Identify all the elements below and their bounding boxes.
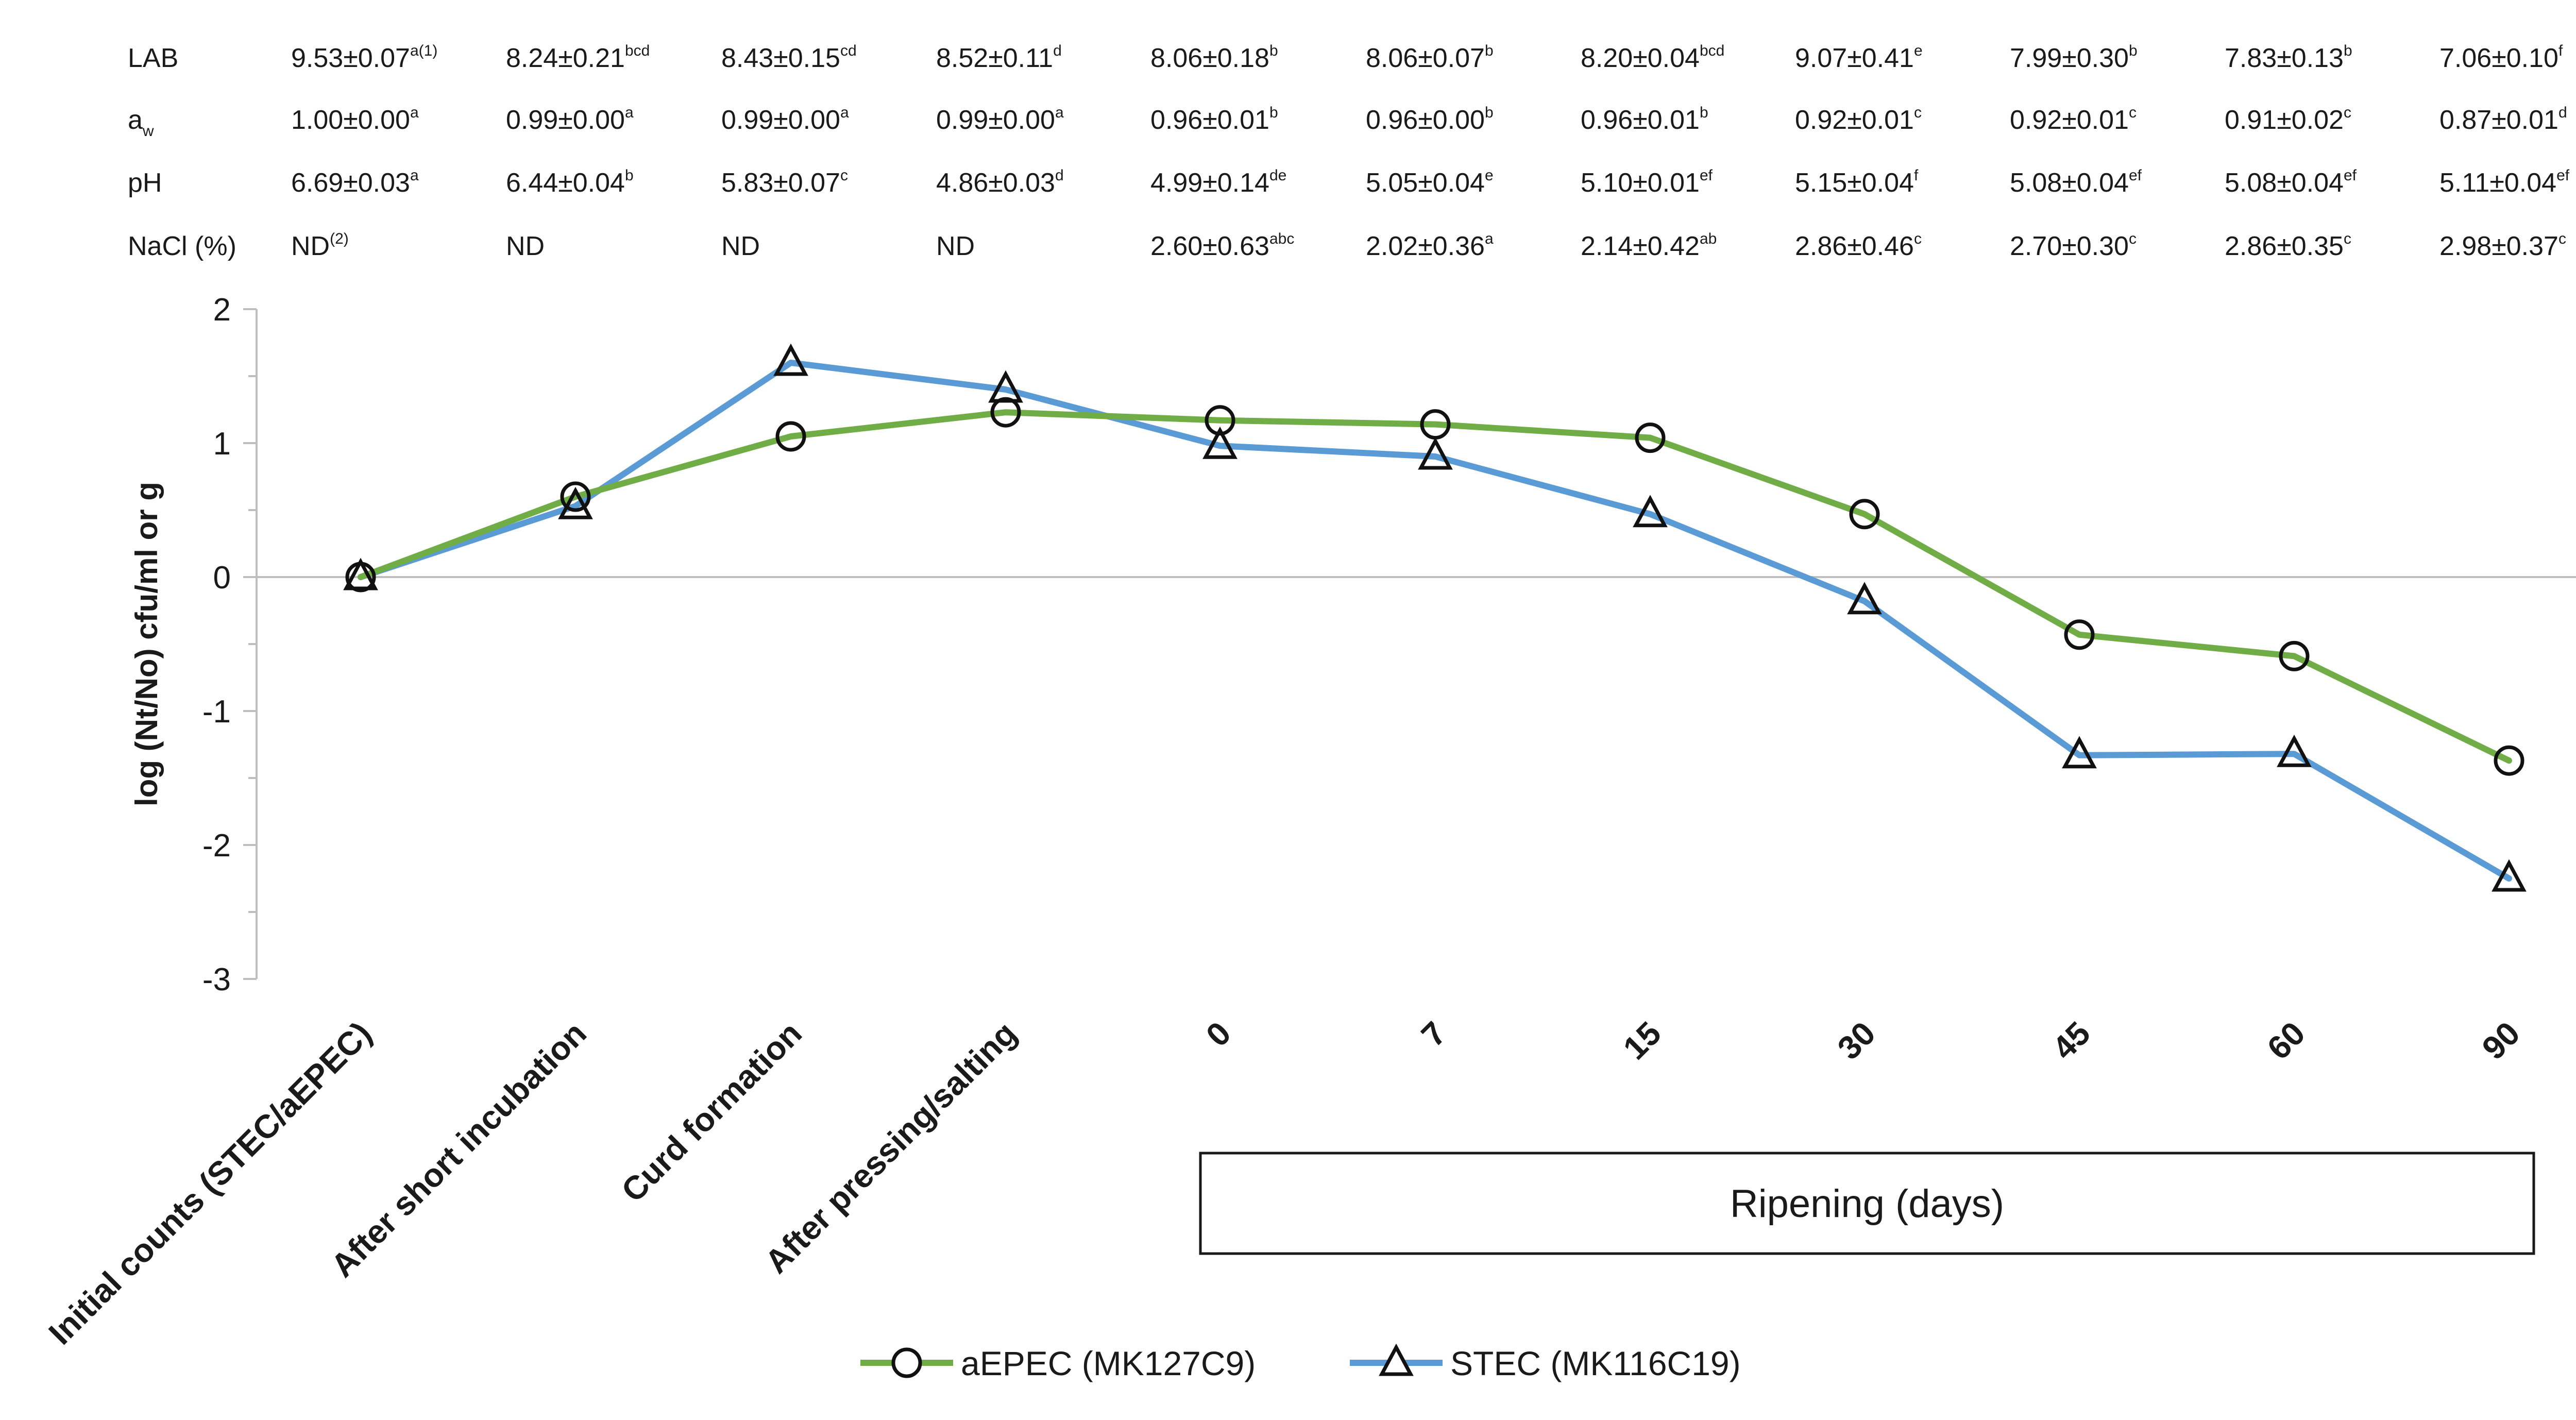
x-category-label: Curd formation <box>614 1015 809 1209</box>
legend-marker <box>891 1347 922 1378</box>
y-tick-label: 0 <box>213 560 231 596</box>
table-cell: 6.44±0.04b <box>506 167 634 198</box>
x-category-label: 15 <box>1616 1015 1668 1067</box>
data-point-aepec <box>1635 422 1666 453</box>
data-point-stec <box>988 370 1023 403</box>
table-row-label: LAB <box>128 43 178 73</box>
x-category-label: 60 <box>2260 1015 2312 1067</box>
x-category-label: 0 <box>1199 1015 1238 1054</box>
table-cell: 9.53±0.07a(1) <box>291 42 437 73</box>
table-cell: 5.83±0.07c <box>721 167 848 198</box>
table-cell: ND(2) <box>291 230 349 261</box>
table-cell: 0.99±0.00a <box>721 104 849 135</box>
legend-label: aEPEC (MK127C9) <box>961 1344 1256 1382</box>
table-cell: 2.86±0.35c <box>2225 230 2351 261</box>
x-category-label: 90 <box>2475 1015 2527 1067</box>
ripening-box <box>1199 1152 2535 1255</box>
series-line-aepec <box>358 409 2512 764</box>
table-row-label: aw <box>128 105 154 140</box>
table-cell: 7.99±0.30b <box>2010 42 2138 73</box>
data-point-stec <box>2062 736 2097 769</box>
data-point-stec <box>2277 734 2312 767</box>
table-cell: 2.14±0.42ab <box>1581 230 1717 261</box>
table-cell: 1.00±0.00a <box>291 104 419 135</box>
data-point-aepec <box>1849 499 1880 530</box>
data-point-stec <box>343 557 378 590</box>
table-cell: 2.70±0.30c <box>2010 230 2137 261</box>
table-cell: 8.24±0.21bcd <box>506 42 650 73</box>
y-tick-label: 2 <box>213 292 231 328</box>
table-cell: 4.86±0.03d <box>936 167 1064 198</box>
table-cell: 8.20±0.04bcd <box>1581 42 1724 73</box>
y-tick-label: -3 <box>202 962 231 998</box>
table-cell: 2.86±0.46c <box>1795 230 1922 261</box>
table-cell: ND <box>936 231 975 261</box>
table-cell: 5.08±0.04ef <box>2225 167 2357 198</box>
x-category-label: After pressing/salting <box>758 1015 1024 1280</box>
ripening-label: Ripening (days) <box>1730 1182 2004 1226</box>
y-tick-label: 1 <box>213 426 231 462</box>
table-cell: 7.06±0.10f <box>2439 42 2563 73</box>
table-cell: 0.92±0.01c <box>2010 104 2137 135</box>
table-cell: 4.99±0.14de <box>1150 167 1286 198</box>
y-tick-label: -2 <box>202 828 231 864</box>
data-point-aepec <box>775 421 806 452</box>
table-cell: 0.96±0.01b <box>1150 104 1278 135</box>
data-point-stec <box>1847 582 1882 615</box>
table-cell: 0.87±0.01d <box>2439 104 2567 135</box>
data-point-aepec <box>1205 405 1235 436</box>
data-point-aepec <box>1420 409 1451 440</box>
table-cell: 5.05±0.04e <box>1366 167 1494 198</box>
table-row-label: NaCl (%) <box>128 231 236 261</box>
table-cell: 2.98±0.37c <box>2439 230 2566 261</box>
table-cell: ND <box>506 231 545 261</box>
table-cell: 5.08±0.04ef <box>2010 167 2142 198</box>
x-category-label: 30 <box>1831 1015 1883 1067</box>
y-axis-title: log (Nt/No) cfu/ml or g <box>129 482 164 806</box>
table-cell: 8.52±0.11d <box>936 42 1062 73</box>
table-cell: 6.69±0.03a <box>291 167 419 198</box>
table-cell: 0.96±0.01b <box>1581 104 1708 135</box>
table-cell: ND <box>721 231 760 261</box>
legend-marker <box>1379 1343 1414 1376</box>
x-category-label: Initial counts (STEC/aEPEC) <box>42 1015 379 1351</box>
data-point-stec <box>1418 437 1453 470</box>
table-cell: 5.10±0.01ef <box>1581 167 1713 198</box>
table-cell: 0.96±0.00b <box>1366 104 1494 135</box>
table-cell: 0.92±0.01c <box>1795 104 1922 135</box>
table-row-label: pH <box>128 168 162 198</box>
data-point-aepec <box>560 481 591 512</box>
data-point-stec <box>773 343 808 376</box>
table-cell: 2.60±0.63abc <box>1150 230 1294 261</box>
table-cell: 9.07±0.41e <box>1795 42 1923 73</box>
x-category-label: 45 <box>2045 1015 2097 1067</box>
table-cell: 0.91±0.02c <box>2225 104 2351 135</box>
table-cell: 0.99±0.00a <box>506 104 634 135</box>
data-point-stec <box>1202 426 1238 459</box>
data-point-stec <box>1633 495 1668 528</box>
table-cell: 0.99±0.00a <box>936 104 1064 135</box>
table-cell: 7.83±0.13b <box>2225 42 2352 73</box>
data-point-aepec <box>345 562 376 593</box>
data-point-aepec <box>2494 745 2524 776</box>
legend-label: STEC (MK116C19) <box>1450 1344 1741 1382</box>
data-point-stec <box>2492 859 2527 892</box>
table-cell: 2.02±0.36a <box>1366 230 1494 261</box>
data-point-aepec <box>2064 619 2095 650</box>
table-cell: 5.11±0.04ef <box>2439 167 2570 198</box>
y-tick-label: -1 <box>202 694 231 730</box>
data-point-aepec <box>990 397 1021 428</box>
data-point-stec <box>558 486 593 519</box>
data-point-aepec <box>2279 640 2310 671</box>
x-category-label: 7 <box>1414 1015 1453 1054</box>
table-cell: 8.06±0.07b <box>1366 42 1494 73</box>
series-line-stec <box>358 360 2512 882</box>
table-cell: 8.43±0.15cd <box>721 42 857 73</box>
table-cell: 8.06±0.18b <box>1150 42 1278 73</box>
table-cell: 5.15±0.04f <box>1795 167 1919 198</box>
